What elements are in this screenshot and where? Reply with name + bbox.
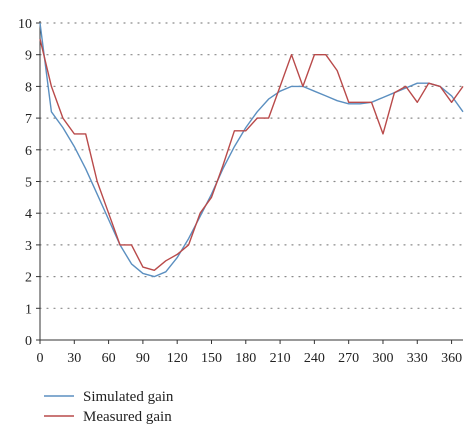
- series-line-simulated-gain: [39, 22, 464, 278]
- y-tick-label: 4: [25, 207, 32, 222]
- series-line-measured-gain: [39, 38, 464, 271]
- x-tick-label: 150: [201, 351, 222, 366]
- y-tick-label: 6: [25, 144, 32, 159]
- legend-label: Simulated gain: [83, 389, 174, 405]
- x-tick-label: 330: [407, 351, 428, 366]
- x-tick-label: 360: [441, 351, 462, 366]
- axes: [36, 21, 463, 344]
- y-tick-label: 9: [25, 49, 32, 64]
- x-tick-label: 180: [235, 351, 256, 366]
- tick-labels: 0 1 2 3 4 5 6 7 8 9 10 0 30 60 90 120 150 180 210 240 270 300…: [18, 17, 462, 366]
- y-tick-label: 7: [25, 112, 32, 127]
- x-tick-label: 210: [270, 351, 291, 366]
- legend: Simulated gain Measured gain: [44, 389, 174, 425]
- x-tick-label: 270: [338, 351, 359, 366]
- y-tick-label: 5: [25, 176, 32, 191]
- y-tick-label: 8: [25, 80, 32, 95]
- x-tick-label: 90: [136, 351, 150, 366]
- x-tick-label: 30: [67, 351, 81, 366]
- x-tick-label: 0: [37, 351, 44, 366]
- y-tick-label: 10: [18, 17, 32, 32]
- x-tick-label: 120: [167, 351, 188, 366]
- y-tick-label: 3: [25, 239, 32, 254]
- legend-label: Measured gain: [83, 409, 172, 425]
- y-tick-label: 0: [25, 334, 32, 349]
- x-tick-label: 300: [372, 351, 393, 366]
- y-tick-label: 1: [25, 302, 32, 317]
- y-tick-label: 2: [25, 271, 32, 286]
- x-tick-label: 60: [102, 351, 116, 366]
- x-tick-label: 240: [304, 351, 325, 366]
- grid-lines: [39, 22, 464, 309]
- series-lines: [39, 22, 464, 278]
